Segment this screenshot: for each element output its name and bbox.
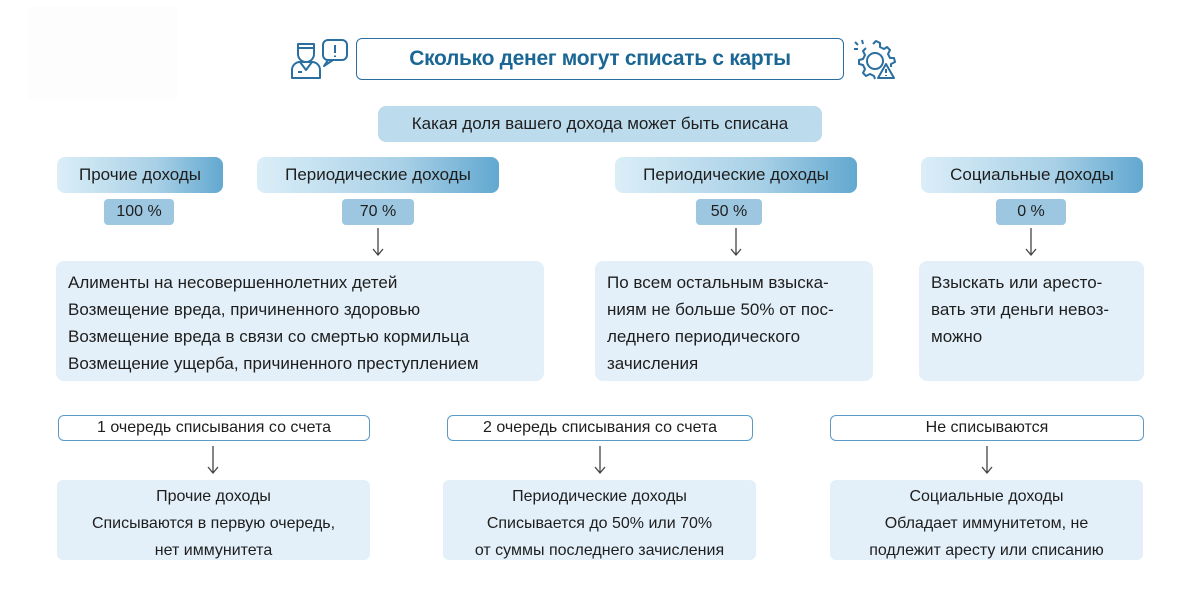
arrow-down-icon — [594, 446, 606, 474]
percent-badge: 50 % — [696, 199, 762, 225]
result-line: Периодические доходы — [512, 488, 687, 505]
arrow-down-icon — [1025, 228, 1037, 256]
queue-result-first: Прочие доходы Списываются в первую очере… — [57, 480, 370, 560]
detail-line: зачисления — [607, 354, 699, 373]
queue-label-none: Не списываются — [830, 415, 1144, 441]
detail-line: Возмещение ущерба, причиненного преступл… — [68, 354, 479, 373]
blank-panel — [28, 6, 178, 100]
percent-badge: 70 % — [342, 199, 414, 225]
category-other-income: Прочие доходы — [57, 157, 223, 193]
result-line: Социальные доходы — [909, 488, 1064, 505]
detail-line: ниям не больше 50% от пос- — [607, 300, 834, 319]
details-periodic-50: По всем остальным взыска- ниям не больше… — [595, 261, 873, 381]
percent-badge: 100 % — [104, 199, 174, 225]
detail-line: можно — [931, 327, 983, 346]
category-periodic-income-70: Периодические доходы — [257, 157, 499, 193]
details-periodic-70: Алименты на несовершеннолетних детей Воз… — [56, 261, 544, 381]
gear-warning-icon — [852, 38, 898, 80]
subtitle-banner: Какая доля вашего дохода может быть спис… — [378, 106, 822, 142]
detail-line: Возмещение вреда, причиненного здоровью — [68, 300, 421, 319]
category-periodic-income-50: Периодические доходы — [615, 157, 857, 193]
percent-badge: 0 % — [996, 199, 1066, 225]
detail-line: По всем остальным взыска- — [607, 273, 829, 292]
detail-line: Возмещение вреда в связи со смертью корм… — [68, 327, 470, 346]
details-social-0: Взыскать или аресто- вать эти деньги нев… — [919, 261, 1144, 381]
arrow-down-icon — [730, 228, 742, 256]
result-line: Прочие доходы — [156, 488, 271, 505]
detail-line: Взыскать или аресто- — [931, 273, 1103, 292]
queue-result-second: Периодические доходы Списывается до 50% … — [443, 480, 756, 560]
result-line: Списывается до 50% или 70% — [486, 515, 713, 532]
queue-label-second: 2 очередь списывания со счета — [447, 415, 753, 441]
result-line: от суммы последнего зачисления — [474, 542, 725, 559]
detail-line: вать эти деньги невоз- — [931, 300, 1110, 319]
arrow-down-icon — [207, 446, 219, 474]
doctor-alert-icon — [290, 38, 350, 80]
result-line: нет иммунитета — [154, 542, 273, 559]
queue-result-none: Социальные доходы Обладает иммунитетом, … — [830, 480, 1143, 560]
queue-label-first: 1 очередь списывания со счета — [58, 415, 370, 441]
arrow-down-icon — [372, 228, 384, 256]
page-title: Сколько денег могут списать с карты — [356, 38, 844, 80]
detail-line: леднего периодического — [607, 327, 801, 346]
arrow-down-icon — [981, 446, 993, 474]
result-line: Списываются в первую очередь, — [91, 515, 336, 532]
result-line: Обладает иммунитетом, не — [884, 515, 1089, 532]
detail-line: Алименты на несовершеннолетних детей — [68, 273, 398, 292]
category-social-income: Социальные доходы — [921, 157, 1143, 193]
result-line: подлежит аресту или списанию — [869, 542, 1104, 559]
